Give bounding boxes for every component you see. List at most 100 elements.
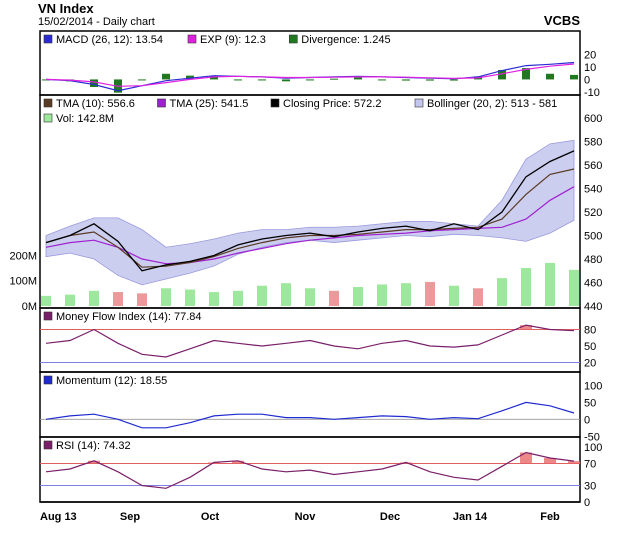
closing-price-line xyxy=(45,150,575,272)
legend-label: Momentum (12): 18.55 xyxy=(56,375,167,387)
legend-label: Closing Price: 572.2 xyxy=(283,98,381,110)
legend-background xyxy=(40,437,580,453)
y-tick-label: -10 xyxy=(584,87,600,99)
y-tick-label: 460 xyxy=(584,278,602,290)
y-tick-label: 560 xyxy=(584,160,602,172)
y-tick-label: 0 xyxy=(584,414,590,426)
divergence-bar xyxy=(354,77,362,80)
exp-line xyxy=(45,63,575,87)
volume-bar xyxy=(377,284,387,306)
legend-label: MACD (26, 12): 13.54 xyxy=(56,34,163,46)
divergence-bar xyxy=(186,75,194,80)
y-tick-label: 80 xyxy=(584,325,596,337)
volume-bar xyxy=(305,288,315,306)
y-tick-label: 70 xyxy=(584,459,596,471)
y-tick-label: 440 xyxy=(584,301,602,313)
legend-label: TMA (25): 541.5 xyxy=(170,98,249,110)
legend-label: EXP (9): 12.3 xyxy=(200,34,266,46)
broker-name: VCBS xyxy=(543,13,580,28)
divergence-bar xyxy=(498,70,506,80)
divergence-bar xyxy=(378,79,386,81)
legend-swatch xyxy=(187,34,197,44)
volume-bar xyxy=(545,262,555,306)
volume-bar xyxy=(473,288,483,306)
legend-label: Vol: 142.8M xyxy=(56,113,114,125)
divergence-bar xyxy=(402,79,410,81)
y-tick-label: 500 xyxy=(584,231,602,243)
x-tick-label: Feb xyxy=(540,511,560,523)
legend-swatch xyxy=(43,311,53,321)
y-tick-label: 480 xyxy=(584,254,602,266)
legend-background xyxy=(40,95,580,127)
divergence-bar xyxy=(522,68,530,80)
legend-swatch xyxy=(157,98,166,108)
y-tick-label: 20 xyxy=(584,358,596,370)
y-tick-label: 50 xyxy=(584,397,596,409)
y-tick-label: 0 xyxy=(584,497,590,509)
legend-swatch xyxy=(270,98,280,108)
legend-swatch xyxy=(43,440,53,450)
legend-swatch xyxy=(43,98,53,108)
y-tick-label: 600 xyxy=(584,113,602,125)
y-tick-label: 50 xyxy=(584,341,596,353)
x-tick-label: Oct xyxy=(201,511,220,523)
x-tick-label: Jan 14 xyxy=(453,511,488,523)
volume-tick-label: 0M xyxy=(22,301,37,313)
overbought-area xyxy=(544,458,556,464)
divergence-bar xyxy=(258,79,266,81)
volume-bar xyxy=(113,292,123,306)
chart-subtitle: 15/02/2014 - Daily chart xyxy=(38,16,155,28)
divergence-bar xyxy=(138,79,146,81)
legend-swatch xyxy=(43,375,53,385)
volume-bar xyxy=(233,290,243,306)
y-tick-label: 20 xyxy=(584,49,596,61)
divergence-bar xyxy=(546,73,554,80)
overbought-area xyxy=(232,460,244,464)
x-tick-label: Nov xyxy=(295,511,317,523)
divergence-bar xyxy=(330,78,338,80)
legend-label: RSI (14): 74.32 xyxy=(56,440,131,452)
divergence-bar xyxy=(282,79,290,82)
volume-bar xyxy=(137,293,147,306)
y-tick-label: 540 xyxy=(584,184,602,196)
volume-bar xyxy=(89,290,99,306)
volume-bar xyxy=(425,281,435,306)
mfi-line xyxy=(45,324,575,358)
overbought-area xyxy=(88,460,100,464)
divergence-bar xyxy=(90,79,98,87)
overbought-area xyxy=(568,461,580,464)
legend-background xyxy=(40,372,580,388)
legend-label: TMA (10): 556.6 xyxy=(56,98,135,110)
legend-label: Divergence: 1.245 xyxy=(301,34,390,46)
volume-bar xyxy=(209,292,219,306)
volume-bar xyxy=(353,287,363,306)
divergence-bar xyxy=(570,74,578,80)
y-tick-label: 520 xyxy=(584,207,602,219)
tma25-line xyxy=(45,186,575,265)
legend-background xyxy=(40,31,580,47)
volume-bar xyxy=(41,295,51,306)
bollinger-band xyxy=(45,139,575,286)
volume-tick-label: 100M xyxy=(9,276,37,288)
volume-bar xyxy=(569,269,579,306)
chart-title: VN Index xyxy=(38,1,94,16)
volume-bar xyxy=(281,283,291,306)
legend-label: Money Flow Index (14): 77.84 xyxy=(56,311,202,323)
overbought-area xyxy=(520,452,532,464)
y-tick-label: 0 xyxy=(584,74,590,86)
volume-bar xyxy=(449,285,459,306)
volume-bar xyxy=(257,285,267,306)
divergence-bar xyxy=(450,79,458,81)
volume-bar xyxy=(401,283,411,306)
divergence-bar xyxy=(210,75,218,80)
x-tick-label: Dec xyxy=(380,511,400,523)
legend-swatch xyxy=(288,34,298,44)
divergence-bar xyxy=(306,79,314,81)
volume-tick-label: 200M xyxy=(9,250,37,262)
divergence-bar xyxy=(426,79,434,81)
x-tick-label: Sep xyxy=(120,511,140,523)
volume-bar xyxy=(521,268,531,306)
volume-bar xyxy=(185,289,195,306)
divergence-bar xyxy=(162,73,170,80)
